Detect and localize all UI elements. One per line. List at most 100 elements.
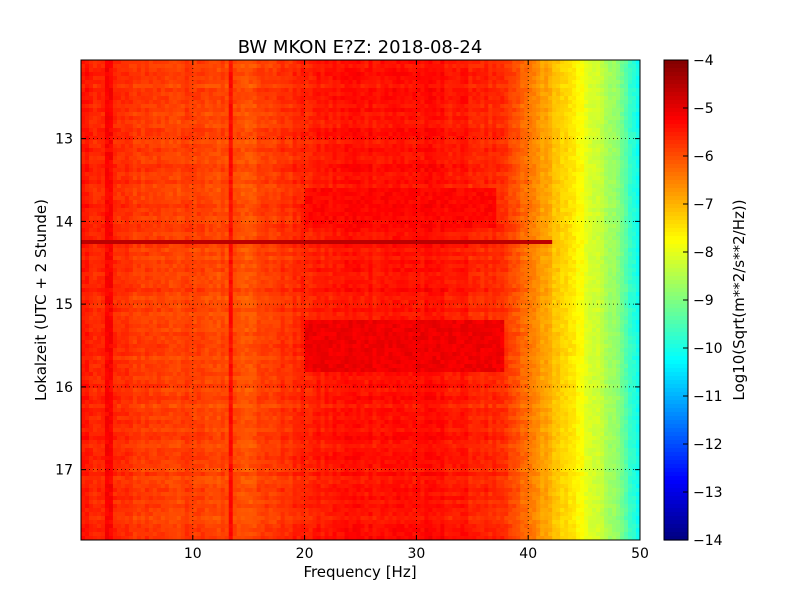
colorbar-segment	[664, 124, 688, 129]
colorbar-segment	[664, 60, 688, 65]
colorbar-segment	[664, 408, 688, 413]
colorbar-segment	[664, 344, 688, 349]
colorbar-segment	[664, 380, 688, 385]
colorbar-segment	[664, 204, 688, 209]
y-tick-label: 14	[55, 214, 73, 230]
colorbar-segment	[664, 528, 688, 533]
colorbar-segment	[664, 392, 688, 397]
colorbar-segment	[664, 172, 688, 177]
colorbar-segment	[664, 256, 688, 261]
colorbar-segment	[664, 468, 688, 473]
colorbar-segment	[664, 512, 688, 517]
colorbar-segment	[664, 440, 688, 445]
colorbar-segment	[664, 292, 688, 297]
colorbar-segment	[664, 100, 688, 105]
plot-frame	[80, 59, 641, 541]
colorbar-segment	[664, 136, 688, 141]
colorbar-segment	[664, 372, 688, 377]
colorbar-segment	[664, 240, 688, 245]
colorbar-segment	[664, 220, 688, 225]
colorbar-segment	[664, 460, 688, 465]
colorbar-segment	[664, 432, 688, 437]
colorbar-segment	[664, 116, 688, 121]
colorbar-segment	[664, 428, 688, 433]
colorbar-segment	[664, 108, 688, 113]
colorbar-segment	[664, 308, 688, 313]
colorbar-segment	[664, 388, 688, 393]
colorbar-segment	[664, 404, 688, 409]
colorbar-segment	[664, 508, 688, 513]
colorbar-segment	[664, 228, 688, 233]
colorbar-segment	[664, 92, 688, 97]
chart-title: BW MKON E?Z: 2018-08-24	[238, 37, 483, 58]
colorbar-segment	[664, 72, 688, 77]
colorbar-tick-label: −6	[693, 149, 714, 165]
colorbar-segment	[664, 96, 688, 101]
colorbar-segment	[664, 396, 688, 401]
colorbar-segment	[664, 208, 688, 213]
x-tick-label: 40	[519, 546, 537, 562]
colorbar-segment	[664, 340, 688, 345]
colorbar-segment	[664, 176, 688, 181]
colorbar-segment	[664, 148, 688, 153]
colorbar-segment	[664, 312, 688, 317]
colorbar-segment	[664, 276, 688, 281]
colorbar-segment	[664, 352, 688, 357]
colorbar-segment	[664, 184, 688, 189]
colorbar-segment	[664, 236, 688, 241]
colorbar-segment	[664, 160, 688, 165]
colorbar-segment	[664, 328, 688, 333]
colorbar-segment	[664, 464, 688, 469]
colorbar-segment	[664, 444, 688, 449]
colorbar-segment	[664, 524, 688, 529]
colorbar-tick-label: −9	[693, 293, 714, 309]
colorbar-segment	[664, 300, 688, 305]
colorbar-segment	[664, 268, 688, 273]
colorbar-segment	[664, 536, 688, 541]
colorbar-tick-label: −11	[693, 389, 723, 405]
colorbar-segment	[664, 400, 688, 405]
colorbar-segment	[664, 248, 688, 253]
x-axis: 10 20 30 40 50	[184, 60, 649, 562]
colorbar-segment	[664, 120, 688, 125]
colorbar-segment	[664, 288, 688, 293]
colorbar-segment	[664, 232, 688, 237]
colorbar-tick-label: −14	[693, 533, 723, 549]
colorbar-segment	[664, 180, 688, 185]
x-axis-label: Frequency [Hz]	[303, 563, 416, 581]
colorbar-segment	[664, 448, 688, 453]
colorbar-segment	[664, 420, 688, 425]
colorbar-segment	[664, 200, 688, 205]
colorbar-segment	[664, 296, 688, 301]
colorbar-segment	[664, 216, 688, 221]
colorbar-label: Log10(Sqrt(m**2/s**2/Hz))	[730, 199, 748, 400]
colorbar-segment	[664, 324, 688, 329]
x-tick-label: 30	[407, 546, 425, 562]
colorbar-segment	[664, 224, 688, 229]
colorbar-segment	[664, 320, 688, 325]
colorbar-segment	[664, 80, 688, 85]
colorbar-segment	[664, 128, 688, 133]
colorbar-segment	[664, 164, 688, 169]
colorbar-segment	[664, 368, 688, 373]
colorbar-tick-label: −5	[693, 101, 714, 117]
colorbar-segment	[664, 140, 688, 145]
colorbar-segment	[664, 436, 688, 441]
colorbar-segment	[664, 152, 688, 157]
colorbar-segment	[664, 88, 688, 93]
colorbar-segment	[664, 84, 688, 89]
colorbar-segment	[664, 144, 688, 149]
colorbar-segment	[664, 472, 688, 477]
colorbar-segment	[664, 284, 688, 289]
colorbar-segment	[664, 364, 688, 369]
spectrogram-heatmap	[81, 60, 640, 540]
colorbar-segment	[664, 244, 688, 249]
colorbar-segment	[664, 316, 688, 321]
y-tick-label: 15	[55, 297, 73, 313]
colorbar-segment	[664, 212, 688, 217]
x-tick-label: 10	[184, 546, 202, 562]
colorbar-segment	[664, 68, 688, 73]
y-tick-label: 16	[55, 380, 73, 396]
x-tick-label: 50	[631, 546, 649, 562]
